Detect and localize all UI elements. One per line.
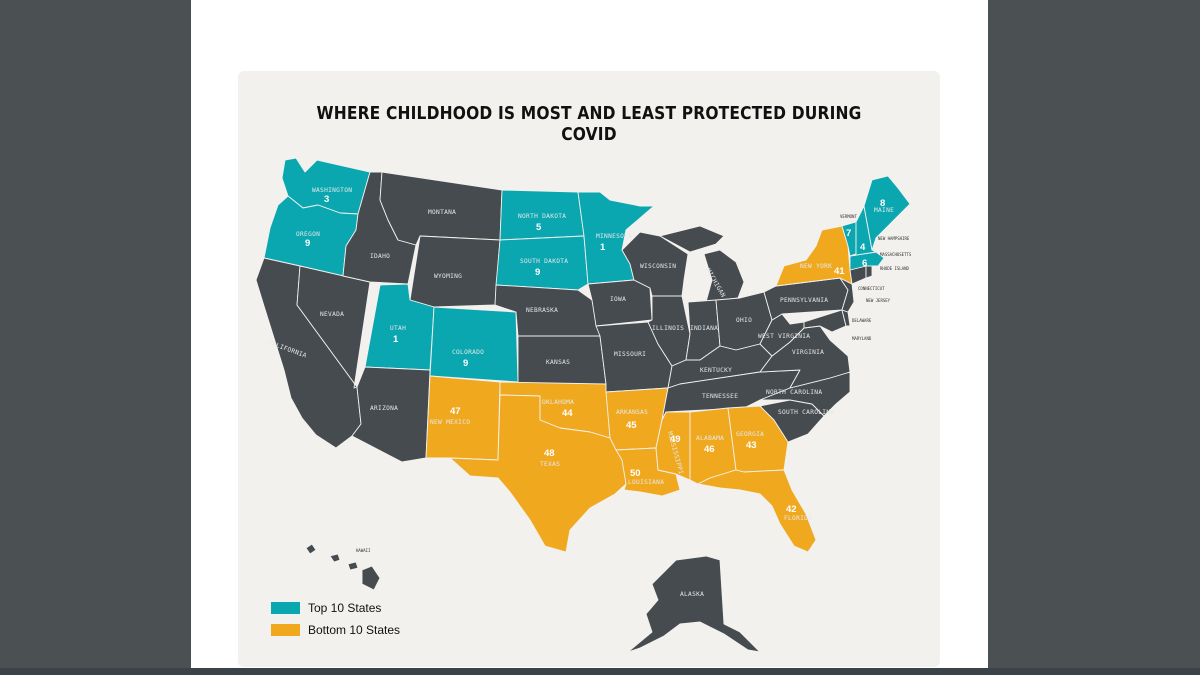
- label-wisconsin: WISCONSIN: [640, 263, 676, 270]
- label-virginia: VIRGINIA: [792, 349, 824, 356]
- label-west-virginia: WEST VIRGINIA: [758, 333, 810, 340]
- label-new-mexico: NEW MEXICO: [430, 419, 470, 426]
- label-louisiana: LOUISIANA: [628, 479, 664, 486]
- bottom-bar: [0, 668, 1200, 675]
- label-rhode-island: RHODE ISLAND: [880, 266, 909, 271]
- label-ohio: OHIO: [736, 317, 752, 324]
- state-minnesota: [577, 191, 655, 285]
- label-nevada: NEVADA: [320, 311, 344, 318]
- label-massachusetts: MASSACHUSETTS: [880, 252, 912, 257]
- label-florida: FLORIDA: [784, 515, 812, 522]
- label-indiana: INDIANA: [690, 325, 718, 332]
- label-oklahoma: OKLAHOMA: [542, 399, 574, 406]
- rank-oklahoma: 44: [562, 408, 573, 419]
- rank-new-york: 41: [834, 266, 845, 277]
- rank-alabama: 46: [704, 444, 715, 455]
- rank-texas: 48: [544, 448, 555, 459]
- rank-south-dakota: 9: [535, 267, 540, 278]
- label-arkansas: ARKANSAS: [616, 409, 648, 416]
- rank-colorado: 9: [463, 358, 468, 369]
- state-south-dakota: [495, 235, 589, 291]
- state-mississippi: [655, 411, 691, 481]
- state-new-york: [775, 225, 853, 287]
- state-hawaii: [305, 543, 381, 591]
- label-alabama: ALABAMA: [696, 435, 724, 442]
- rank-arkansas: 45: [626, 420, 637, 431]
- label-arizona: ARIZONA: [370, 405, 398, 412]
- rank-utah: 1: [393, 334, 399, 345]
- label-connecticut: CONNECTICUT: [858, 286, 885, 291]
- rank-massachusetts: 6: [862, 258, 867, 269]
- label-kentucky: KENTUCKY: [700, 367, 732, 374]
- state-iowa: [587, 279, 653, 327]
- label-north-carolina: NORTH CAROLINA: [766, 389, 822, 396]
- label-tennessee: TENNESSEE: [702, 393, 738, 400]
- rank-new-mexico: 47: [450, 406, 461, 417]
- label-colorado: COLORADO: [452, 349, 484, 356]
- state-alaska: [627, 555, 761, 653]
- label-vermont: VERMONT: [840, 214, 857, 219]
- map-title: WHERE CHILDHOOD IS MOST AND LEAST PROTEC…: [316, 103, 862, 145]
- label-maine: MAINE: [874, 207, 894, 214]
- label-delaware: DELAWARE: [852, 318, 872, 323]
- state-maine: [863, 175, 911, 251]
- state-florida: [697, 469, 817, 553]
- rank-vermont: 7: [846, 228, 851, 239]
- rank-georgia: 43: [746, 440, 757, 451]
- label-maryland: MARYLAND: [852, 336, 872, 341]
- rank-new-hampshire: 4: [860, 242, 866, 253]
- label-illinois: ILLINOIS: [652, 325, 684, 332]
- state-colorado: [429, 306, 519, 383]
- label-new-york: NEW YORK: [800, 263, 832, 270]
- label-georgia: GEORGIA: [736, 431, 764, 438]
- legend-bottom-label: Bottom 10 States: [308, 623, 401, 637]
- rank-north-dakota: 5: [536, 222, 542, 233]
- label-wyoming: WYOMING: [434, 273, 462, 280]
- label-south-dakota: SOUTH DAKOTA: [520, 258, 568, 265]
- label-north-dakota: NORTH DAKOTA: [518, 213, 566, 220]
- label-oregon: OREGON: [296, 231, 320, 238]
- legend-top-swatch: [271, 602, 300, 614]
- rank-minnesota: 1: [600, 242, 606, 253]
- label-south-carolina: SOUTH CAROLINA: [778, 409, 834, 416]
- state-new-mexico: [425, 375, 501, 461]
- label-utah: UTAH: [390, 325, 406, 332]
- rank-louisiana: 50: [630, 468, 641, 479]
- state-texas: [449, 394, 627, 553]
- label-washington: WASHINGTON: [312, 187, 352, 194]
- label-texas: TEXAS: [540, 461, 560, 468]
- label-minnesota: MINNESOTA: [596, 233, 632, 240]
- label-new-hampshire: NEW HAMPSHIRE: [878, 236, 910, 241]
- state-wyoming: [409, 235, 501, 308]
- label-idaho: IDAHO: [370, 253, 390, 260]
- rank-washington: 3: [324, 194, 329, 205]
- rank-mississippi: 49: [670, 434, 681, 445]
- label-alaska: ALASKA: [680, 591, 704, 598]
- rank-oregon: 9: [305, 238, 310, 249]
- label-new-jersey: NEW JERSEY: [866, 298, 891, 303]
- label-kansas: KANSAS: [546, 359, 570, 366]
- legend-top-label: Top 10 States: [308, 601, 382, 615]
- label-montana: MONTANA: [428, 209, 456, 216]
- label-nebraska: NEBRASKA: [526, 307, 558, 314]
- state-arizona: [351, 366, 431, 463]
- rank-maine: 8: [880, 198, 885, 209]
- rank-florida: 42: [786, 504, 797, 515]
- label-missouri: MISSOURI: [614, 351, 646, 358]
- label-pennsylvania: PENNSYLVANIA: [780, 297, 828, 304]
- legend-bottom-swatch: [271, 624, 300, 636]
- label-hawaii: HAWAII: [356, 548, 371, 553]
- label-iowa: IOWA: [610, 296, 626, 303]
- state-michigan: [659, 225, 745, 303]
